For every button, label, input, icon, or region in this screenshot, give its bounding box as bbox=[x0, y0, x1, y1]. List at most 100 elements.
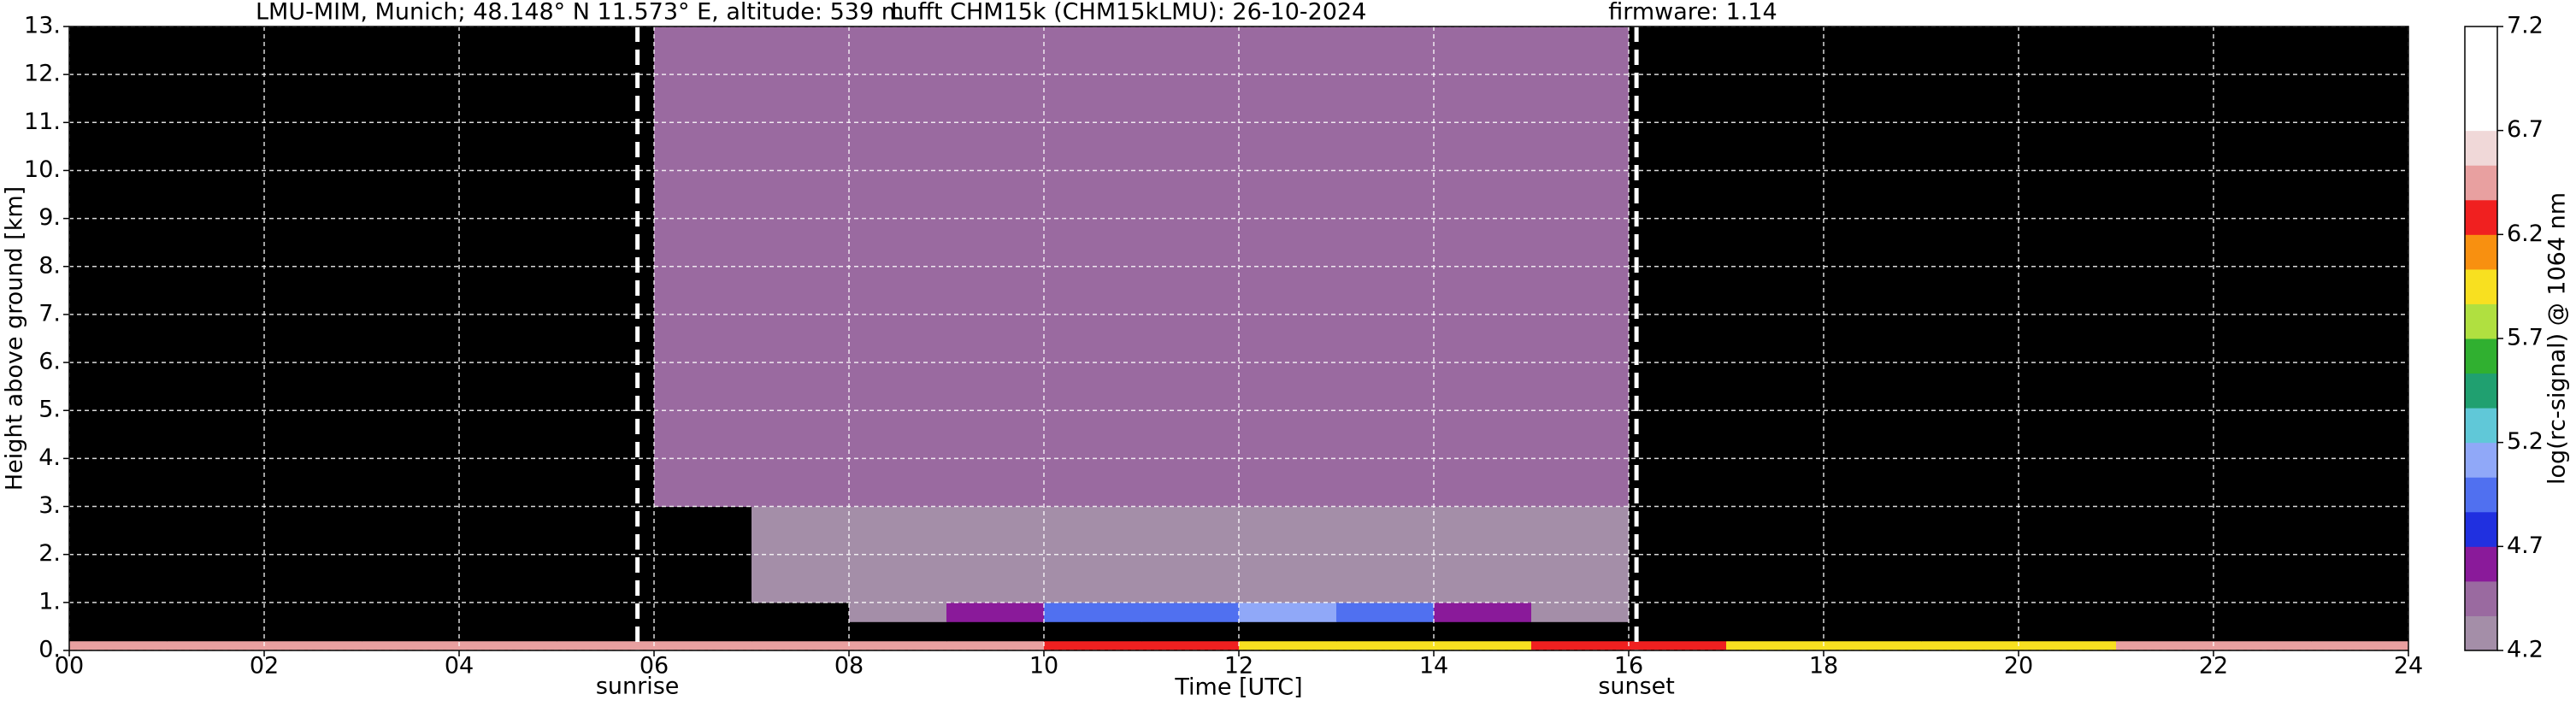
heatmap-cell bbox=[264, 218, 363, 268]
heatmap-cell bbox=[557, 410, 655, 459]
heatmap-cell bbox=[264, 314, 363, 363]
heatmap-cell bbox=[2311, 122, 2409, 171]
heatmap-cell bbox=[2311, 170, 2409, 220]
heatmap-cell bbox=[2213, 266, 2312, 315]
heatmap-cell bbox=[1726, 26, 1824, 75]
heatmap-cell bbox=[362, 26, 460, 75]
heatmap-cell bbox=[2019, 26, 2117, 75]
heatmap-cell bbox=[2116, 266, 2214, 315]
heatmap-cell bbox=[69, 621, 168, 642]
heatmap-cell bbox=[1434, 362, 1532, 411]
heatmap-cell bbox=[2019, 506, 2117, 556]
heatmap-cell bbox=[1141, 218, 1240, 268]
heatmap-cell bbox=[557, 74, 655, 123]
heatmap-cell bbox=[1629, 122, 1727, 171]
heatmap-cell bbox=[654, 410, 752, 459]
heatmap-cell bbox=[1921, 362, 2019, 411]
heatmap-cell bbox=[849, 554, 947, 603]
heatmap-cell bbox=[1629, 458, 1727, 508]
heatmap-cell bbox=[1531, 170, 1630, 220]
heatmap-cell bbox=[1824, 621, 1922, 642]
heatmap-cell bbox=[2019, 362, 2117, 411]
heatmap-cell bbox=[1824, 458, 1922, 508]
heatmap-cell bbox=[2311, 314, 2409, 363]
colorbar-segment bbox=[2465, 234, 2497, 270]
heatmap-cell bbox=[1239, 362, 1337, 411]
heatmap-cell bbox=[2019, 314, 2117, 363]
heatmap-cell bbox=[1726, 554, 1824, 603]
heatmap-cell bbox=[2116, 362, 2214, 411]
heatmap-cell bbox=[2213, 122, 2312, 171]
heatmap-cell bbox=[459, 506, 557, 556]
heatmap-cell bbox=[849, 218, 947, 268]
heatmap-cell bbox=[1824, 170, 1922, 220]
heatmap-cell bbox=[1239, 621, 1337, 642]
heatmap-cell bbox=[1726, 122, 1824, 171]
heatmap-cell bbox=[2019, 602, 2117, 622]
heatmap-cell bbox=[946, 26, 1045, 75]
heatmap-cell bbox=[1336, 621, 1435, 642]
heatmap-cell bbox=[1629, 621, 1727, 642]
chart-title: Lufft CHM15k (CHM15kLMU): 26-10-2024 bbox=[891, 0, 1367, 26]
heatmap-cell bbox=[2019, 122, 2117, 171]
heatmap-cell bbox=[69, 170, 168, 220]
heatmap-cell bbox=[2116, 506, 2214, 556]
heatmap-cell bbox=[752, 122, 850, 171]
heatmap-cell bbox=[264, 640, 363, 651]
heatmap-cell bbox=[1629, 640, 1727, 651]
heatmap-cell bbox=[1629, 218, 1727, 268]
heatmap-cell bbox=[2116, 410, 2214, 459]
heatmap-cell bbox=[1141, 122, 1240, 171]
heatmap-cell bbox=[1434, 602, 1532, 622]
heatmap-cell bbox=[264, 122, 363, 171]
heatmap-cell bbox=[1141, 554, 1240, 603]
colorbar-segment bbox=[2465, 511, 2497, 547]
heatmap-cell bbox=[2311, 458, 2409, 508]
heatmap-cell bbox=[264, 554, 363, 603]
heatmap-cell bbox=[459, 458, 557, 508]
heatmap-cell bbox=[2116, 621, 2214, 642]
heatmap-cell bbox=[69, 122, 168, 171]
colorbar-segment bbox=[2465, 96, 2497, 132]
colorbar-tick-label: 7.2 bbox=[2507, 13, 2544, 39]
heatmap-cell bbox=[1629, 170, 1727, 220]
heatmap-cell bbox=[1044, 26, 1142, 75]
heatmap-cell bbox=[1824, 640, 1922, 651]
heatmap-cell bbox=[1336, 410, 1435, 459]
y-tick-label: 12. bbox=[24, 61, 61, 87]
heatmap-cell bbox=[557, 266, 655, 315]
x-tick-label: 14 bbox=[1419, 653, 1448, 680]
y-tick-label: 8. bbox=[38, 252, 61, 279]
heatmap-cell bbox=[1141, 74, 1240, 123]
heatmap-cell bbox=[849, 122, 947, 171]
heatmap-cell bbox=[167, 554, 265, 603]
heatmap-cell bbox=[1044, 74, 1142, 123]
heatmap-cell bbox=[2116, 26, 2214, 75]
y-tick-label: 11. bbox=[24, 109, 61, 135]
colorbar-segment bbox=[2465, 546, 2497, 582]
heatmap-cell bbox=[1921, 410, 2019, 459]
heatmap-cell bbox=[459, 314, 557, 363]
y-tick-label: 13. bbox=[24, 13, 61, 39]
heatmap-cell bbox=[1336, 640, 1435, 651]
heatmap-cell bbox=[167, 506, 265, 556]
heatmap-cell bbox=[2116, 218, 2214, 268]
heatmap-cell bbox=[2213, 554, 2312, 603]
heatmap-cell bbox=[654, 122, 752, 171]
x-tick-label: 22 bbox=[2199, 653, 2228, 680]
heatmap-cell bbox=[1239, 458, 1337, 508]
heatmap-cell bbox=[1921, 122, 2019, 171]
y-tick-label: 9. bbox=[38, 204, 61, 231]
heatmap-cell bbox=[752, 506, 850, 556]
heatmap-cell bbox=[849, 26, 947, 75]
colorbar-segment bbox=[2465, 408, 2497, 444]
heatmap-cell bbox=[654, 640, 752, 651]
heatmap-cell bbox=[946, 122, 1045, 171]
colorbar-tick-label: 5.2 bbox=[2507, 428, 2544, 455]
heatmap-cell bbox=[849, 506, 947, 556]
heatmap-cell bbox=[2213, 602, 2312, 622]
heatmap-cell bbox=[752, 170, 850, 220]
heatmap-cell bbox=[2019, 554, 2117, 603]
heatmap-cell bbox=[264, 458, 363, 508]
heatmap-cell bbox=[2116, 602, 2214, 622]
